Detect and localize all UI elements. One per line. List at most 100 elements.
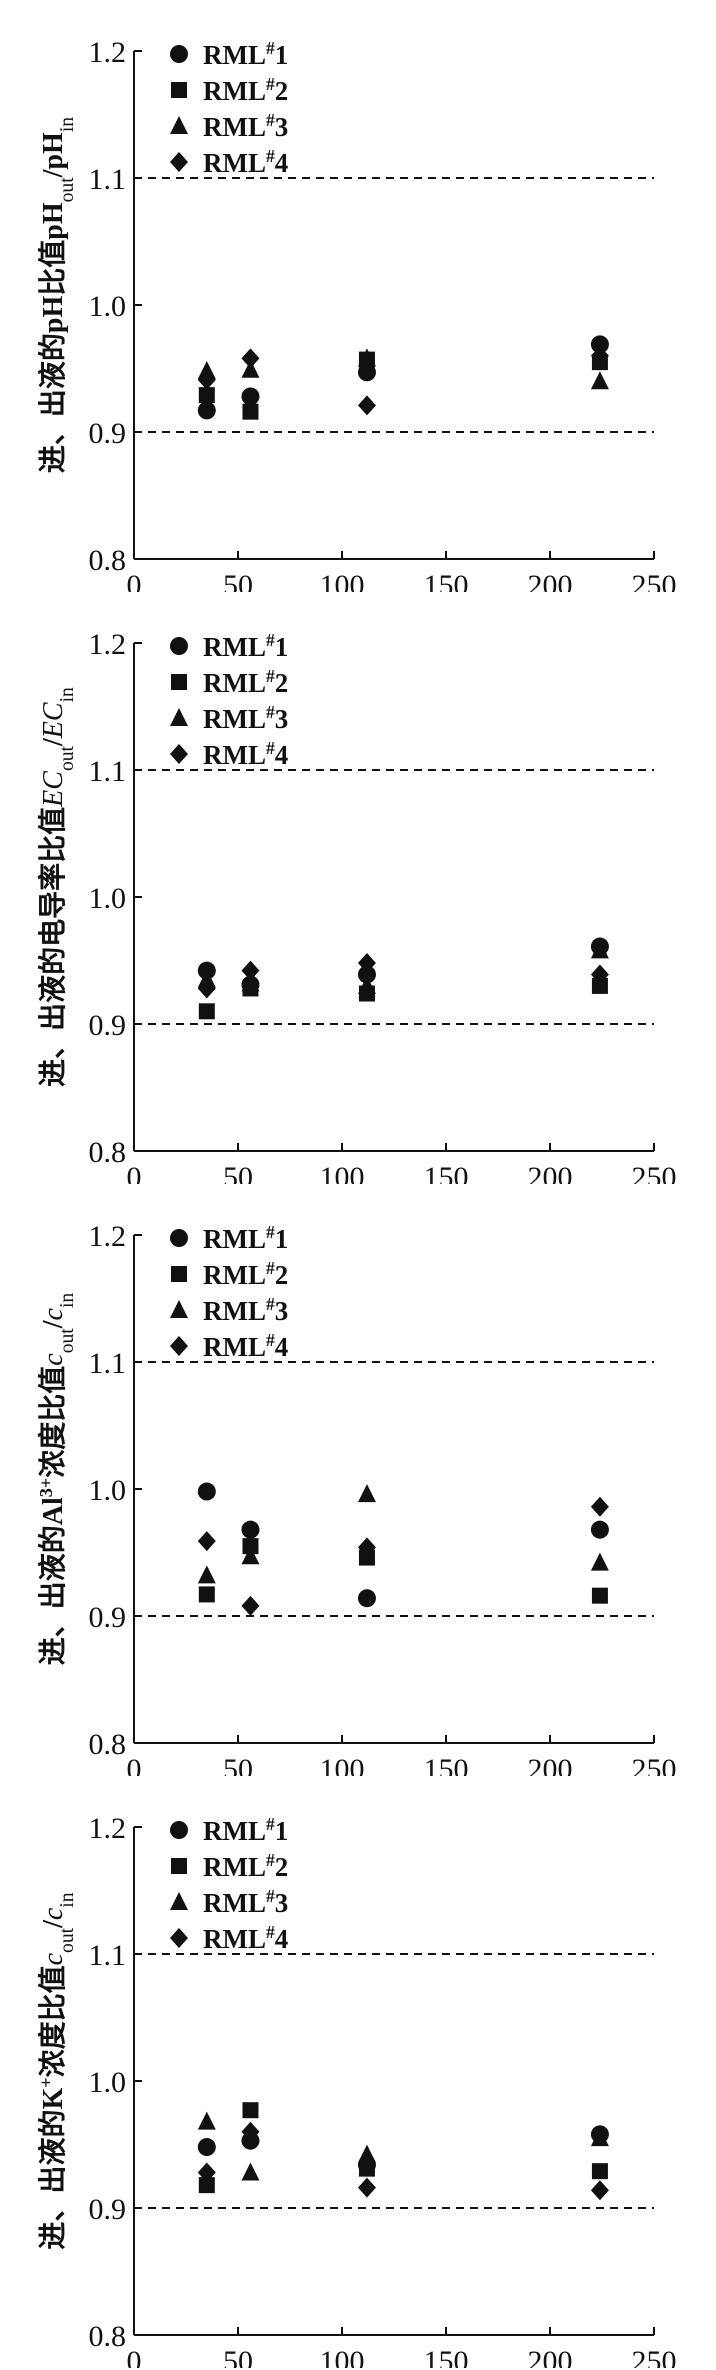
x-tick-label: 250 [632, 1753, 677, 1776]
y-axis-label-part: out [57, 1927, 78, 1953]
y-tick-label: 1.0 [89, 290, 127, 323]
legend-label: RML#4 [203, 738, 288, 770]
y-tick-label: 0.8 [89, 2320, 127, 2353]
legend-label-part: # [266, 110, 275, 130]
legend-label: RML#1 [203, 630, 288, 662]
y-axis-label-part: 进、出液的Al [36, 1497, 69, 1665]
data-point-square [591, 2163, 608, 2180]
x-tick-label: 250 [632, 2345, 677, 2368]
y-axis-label-part: out [57, 177, 78, 203]
x-tick-label: 0 [127, 1753, 142, 1776]
y-axis-label-part: c [38, 1907, 69, 1920]
legend-marker-triangle [170, 1300, 188, 1318]
y-tick-label: 0.9 [89, 1601, 127, 1634]
x-tick-label: 50 [223, 1161, 253, 1184]
y-axis-label-part: c [38, 1353, 69, 1366]
legend-label-part: RML [203, 40, 266, 70]
data-point-diamond [197, 2162, 216, 2183]
data-point-square [198, 1003, 215, 1020]
legend-label: RML#3 [203, 110, 288, 142]
y-tick-label: 1.1 [89, 1347, 127, 1380]
y-axis-label-part: 进、出液的电导率比值 [36, 807, 69, 1087]
y-tick-label: 0.9 [89, 1009, 127, 1042]
legend-marker-diamond [170, 1336, 188, 1356]
x-tick-label: 250 [632, 569, 677, 592]
legend-marker-square [171, 82, 187, 98]
legend-marker-triangle [170, 708, 188, 726]
y-axis-label: 进、出液的K+浓度比值cout/cin [36, 1892, 78, 2249]
y-tick-label: 0.8 [89, 544, 127, 577]
data-point-square [358, 2160, 375, 2177]
legend-label-part: 1 [275, 1816, 289, 1846]
data-point-diamond [590, 345, 609, 366]
y-axis-label-part: 浓度比值 [37, 1366, 69, 1478]
x-tick-label: 50 [223, 569, 253, 592]
x-tick-label: 100 [320, 1161, 365, 1184]
y-axis-label-part: EC [38, 702, 69, 739]
y-axis-label-part: / [38, 1319, 69, 1329]
x-tick-label: 200 [528, 1161, 573, 1184]
data-point-diamond [357, 1537, 376, 1558]
y-tick-label: 1.2 [89, 1220, 127, 1253]
y-tick-label: 1.1 [89, 755, 127, 788]
y-tick-label: 1.1 [89, 1939, 127, 1972]
legend-label-part: RML [203, 1260, 266, 1290]
legend-label-part: RML [203, 1296, 266, 1326]
data-point-circle [357, 1589, 376, 1608]
data-point-square [591, 1587, 608, 1604]
y-tick-label: 1.0 [89, 1474, 127, 1507]
data-point-triangle [241, 1546, 260, 1565]
legend-label-part: 4 [275, 148, 289, 178]
y-axis-label-part: in [57, 687, 78, 702]
y-tick-label: 1.2 [89, 628, 127, 661]
data-point-circle [197, 2138, 216, 2157]
legend-label: RML#3 [203, 1294, 288, 1326]
chart-panel-d: 0.80.91.01.11.20 50 100 150 200 250RML#1RML#2… [36, 1812, 677, 2368]
legend-label-part: RML [203, 112, 266, 142]
x-tick-label: 100 [320, 2345, 365, 2368]
data-point-square [358, 1549, 375, 1566]
legend-label-part: # [266, 1222, 275, 1242]
data-point-square [591, 977, 608, 994]
data-point-triangle [357, 975, 376, 994]
data-point-triangle [357, 1484, 376, 1503]
legend-label: RML#1 [203, 1222, 288, 1254]
y-axis-label-part: 进、出液的K [36, 2088, 69, 2250]
legend-label-part: RML [203, 1888, 266, 1918]
x-tick-label: 150 [424, 1161, 469, 1184]
chart-panel-a: 0.80.91.01.11.20 50 100 150 200 250RML#1RML#2… [36, 36, 677, 592]
legend-marker-circle [170, 637, 188, 655]
data-point-triangle [197, 1565, 216, 1584]
legend-marker-diamond [170, 744, 188, 764]
data-point-circle [241, 387, 260, 406]
legend-label-part: # [266, 630, 275, 650]
data-point-square [242, 2102, 259, 2119]
y-tick-label: 1.0 [89, 2066, 127, 2099]
legend-label-part: 2 [275, 1852, 289, 1882]
y-axis-label-part: out [57, 745, 78, 771]
data-point-circle [590, 335, 609, 354]
legend-label-part: RML [203, 632, 266, 662]
data-point-circle [357, 363, 376, 382]
legend-marker-square [171, 674, 187, 690]
x-tick-label: 100 [320, 569, 365, 592]
data-point-diamond [197, 978, 216, 999]
data-point-diamond [590, 964, 609, 985]
legend-label: RML#4 [203, 1922, 288, 1954]
legend-label: RML#2 [203, 74, 288, 106]
data-point-triangle [590, 371, 609, 390]
legend-label: RML#2 [203, 1258, 288, 1290]
data-point-diamond [590, 2180, 609, 2201]
legend-marker-circle [170, 1821, 188, 1839]
legend-marker-diamond [170, 152, 188, 172]
legend-label-part: RML [203, 704, 266, 734]
y-axis-label-part: in [57, 117, 78, 132]
y-tick-label: 1.2 [89, 1812, 127, 1845]
x-tick-label: 250 [632, 1161, 677, 1184]
legend-label-part: RML [203, 148, 266, 178]
y-axis-label-part: 3+ [36, 1478, 56, 1497]
legend-label-part: RML [203, 668, 266, 698]
data-point-triangle [197, 2111, 216, 2130]
y-axis-label-part: out [57, 1328, 78, 1354]
